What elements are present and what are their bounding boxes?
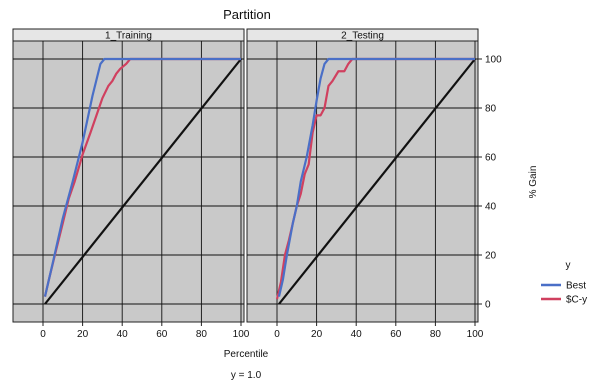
series-line-best xyxy=(277,57,475,297)
footer-label: y = 1.0 xyxy=(231,370,262,381)
panel-1: 1_Training xyxy=(12,28,245,323)
plot-area xyxy=(12,40,245,323)
x-tick-label: 40 xyxy=(351,329,363,340)
y-tick-label: 40 xyxy=(485,202,497,213)
chart-title: Partition xyxy=(223,7,271,22)
x-tick-label: 80 xyxy=(430,329,442,340)
gridlines xyxy=(247,41,478,322)
x-tick-label: 60 xyxy=(390,329,402,340)
y-axis-label: % Gain xyxy=(528,166,539,199)
x-tick-label: 100 xyxy=(467,329,484,340)
y-tick-label: 20 xyxy=(485,251,497,262)
y-tick-label: 100 xyxy=(485,55,502,66)
x-tick-label: 60 xyxy=(156,329,168,340)
x-tick-label: 0 xyxy=(274,329,280,340)
series-line-best xyxy=(43,57,241,297)
y-tick-label: 60 xyxy=(485,153,497,164)
x-tick-label: 20 xyxy=(77,329,89,340)
y-axis: 0 20 40 60 80 100 xyxy=(478,55,502,311)
panel-2: 2_Testing xyxy=(246,28,479,323)
x-tick-label: 40 xyxy=(117,329,129,340)
legend-label: Best xyxy=(566,281,586,292)
x-tick-label: 100 xyxy=(233,329,250,340)
panel-strip-label: 1_Training xyxy=(105,31,152,42)
legend-label: $C-y xyxy=(566,295,587,306)
x-axis-label: Percentile xyxy=(224,349,269,360)
x-axis: 0 20 40 60 80 100 0 20 40 60 80 100 xyxy=(40,322,484,340)
panel-strip-label: 2_Testing xyxy=(341,31,384,42)
panels: 1_Training 2_Testing xyxy=(12,28,479,323)
reference-line xyxy=(44,58,242,305)
x-tick-label: 20 xyxy=(311,329,323,340)
y-tick-label: 0 xyxy=(485,300,491,311)
legend: y Best $C-y xyxy=(541,260,587,306)
x-tick-label: 80 xyxy=(196,329,208,340)
gridlines xyxy=(13,41,244,322)
plot-area xyxy=(246,40,479,323)
legend-title: y xyxy=(566,260,571,271)
y-tick-label: 80 xyxy=(485,104,497,115)
reference-line xyxy=(278,58,476,305)
x-tick-label: 0 xyxy=(40,329,46,340)
